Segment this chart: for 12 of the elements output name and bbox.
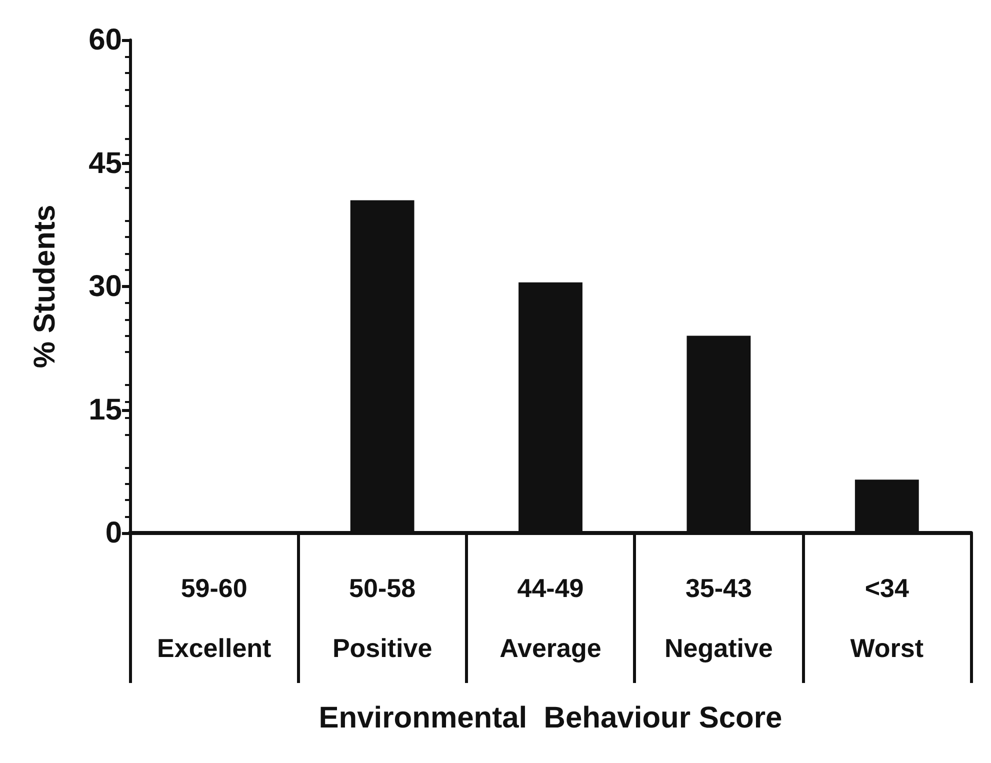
y-tick-label: 0 (105, 516, 122, 550)
y-tick-label: 15 (88, 393, 122, 426)
x-axis-title: Environmental Behaviour Score (318, 702, 782, 734)
x-tick-label: <34 Worst (850, 573, 924, 663)
x-tick-label: 35-43 Negative (664, 573, 773, 663)
y-tick-label: 60 (88, 24, 122, 56)
x-tick-label: 50-58 Positive (332, 573, 432, 663)
x-tick-label: 44-49 Average (500, 573, 602, 663)
y-axis-title: % Students (28, 204, 62, 368)
y-tick-label: 30 (88, 270, 122, 303)
x-tick-label: 59-60 Excellent (157, 573, 272, 663)
y-tick-label: 45 (88, 146, 122, 180)
